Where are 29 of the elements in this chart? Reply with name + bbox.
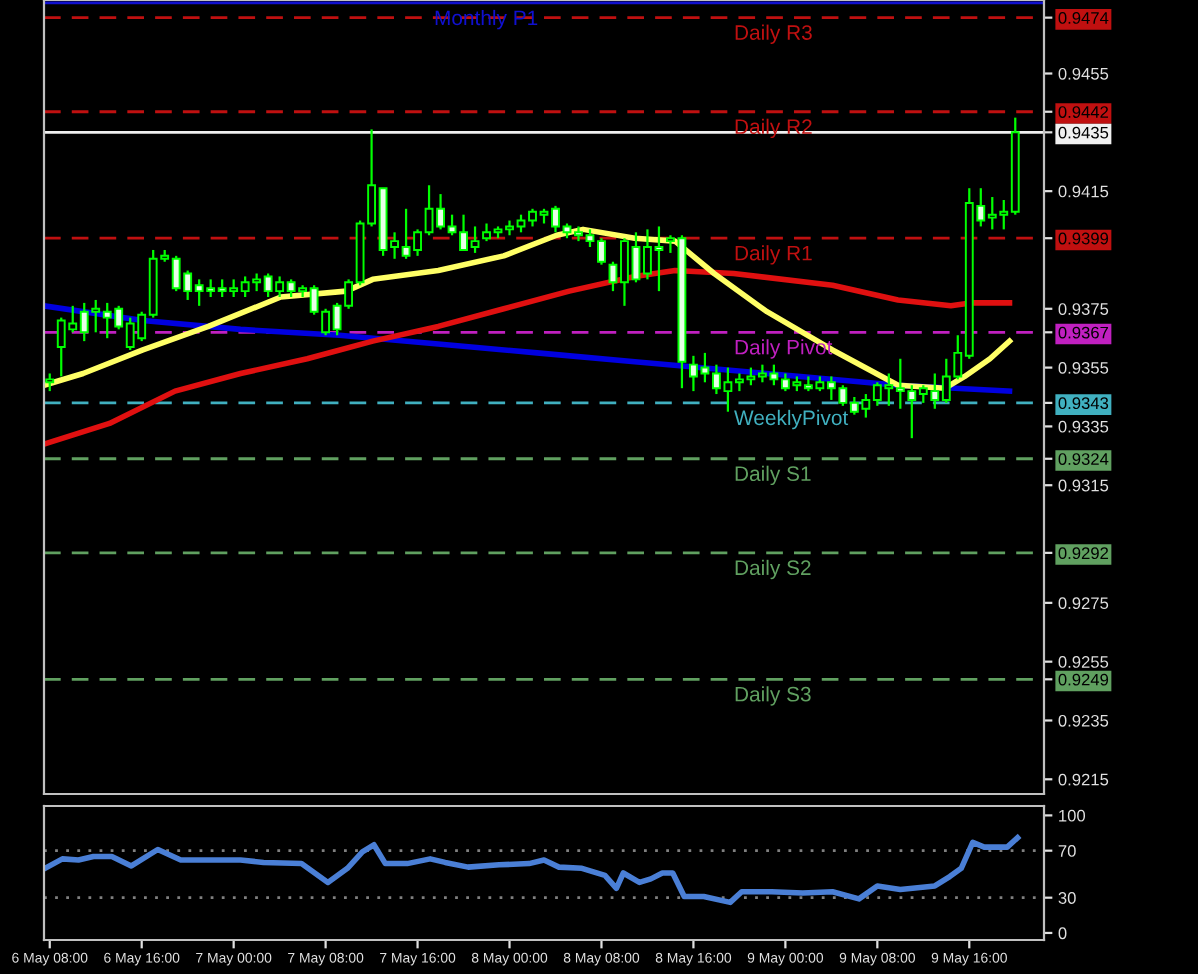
y-tick-label: 100 bbox=[1059, 809, 1086, 822]
y-tick-label: 0.9375 bbox=[1058, 303, 1109, 315]
y-tick-label: 0.9455 bbox=[1058, 67, 1109, 80]
ref-line-label: Daily S1 bbox=[735, 465, 811, 486]
y-tick-label: 0.9235 bbox=[1058, 714, 1109, 727]
y-tick-label: 0.9442 bbox=[1058, 106, 1109, 118]
ref-line-label: Daily S3 bbox=[735, 686, 811, 706]
y-tick-label: 0.9399 bbox=[1058, 232, 1109, 245]
ref-line-label: Daily R3 bbox=[735, 24, 812, 45]
y-tick-label: 0.9355 bbox=[1058, 361, 1109, 374]
y-tick-label: 0.9215 bbox=[1058, 773, 1109, 786]
y-tick-label: 0.9315 bbox=[1058, 479, 1109, 492]
ref-line-label: Daily S2 bbox=[735, 559, 811, 580]
ref-line-label: WeeklyPivot bbox=[734, 409, 849, 430]
y-tick-label: 0.9255 bbox=[1058, 656, 1109, 668]
y-tick-label: 0 bbox=[1058, 927, 1067, 940]
y-tick-label: 0.9324 bbox=[1058, 453, 1109, 465]
ref-line-label: Daily R1 bbox=[735, 245, 812, 265]
y-tick-label: 70 bbox=[1058, 845, 1076, 857]
y-tick-label: 0.9335 bbox=[1058, 420, 1109, 433]
y-tick-label: 30 bbox=[1058, 892, 1076, 904]
y-tick-label: 0.9249 bbox=[1058, 673, 1109, 686]
y-tick-label: 0.9292 bbox=[1058, 547, 1109, 560]
y-tick-label: 0.9474 bbox=[1058, 12, 1109, 24]
y-tick-label: 0.9275 bbox=[1058, 597, 1109, 610]
y-tick-label: 0.9343 bbox=[1058, 397, 1109, 410]
y-tick-label: 0.9415 bbox=[1058, 185, 1109, 198]
y-tick-label: 0.9367 bbox=[1058, 326, 1109, 339]
y-tick-label: 0.9435 bbox=[1058, 126, 1109, 139]
